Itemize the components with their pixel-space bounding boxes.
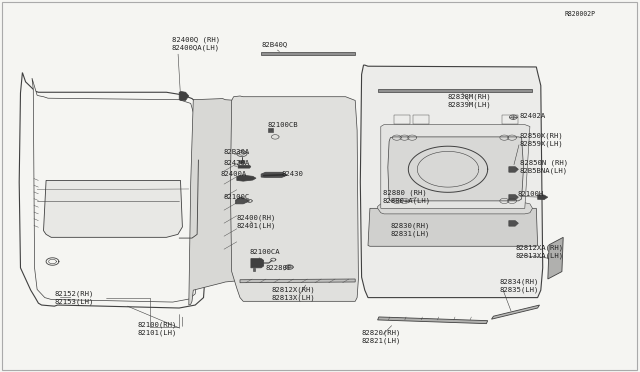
Text: 82100(RH)
82101(LH): 82100(RH) 82101(LH) xyxy=(137,322,177,336)
Text: R820002P: R820002P xyxy=(564,11,595,17)
Polygon shape xyxy=(268,128,273,132)
Polygon shape xyxy=(538,195,548,200)
Polygon shape xyxy=(32,78,196,302)
Polygon shape xyxy=(378,203,532,214)
Polygon shape xyxy=(378,317,488,324)
Text: 82420A: 82420A xyxy=(224,160,250,166)
Polygon shape xyxy=(509,195,518,200)
Text: 82B30A: 82B30A xyxy=(224,149,250,155)
Text: 82880 (RH)
82880+A(LH): 82880 (RH) 82880+A(LH) xyxy=(383,189,431,203)
Polygon shape xyxy=(179,92,189,100)
Polygon shape xyxy=(253,268,255,271)
Text: 82820(RH)
82821(LH): 82820(RH) 82821(LH) xyxy=(361,330,401,344)
Polygon shape xyxy=(237,175,256,181)
Polygon shape xyxy=(492,305,540,319)
Polygon shape xyxy=(44,180,182,237)
Text: 82430: 82430 xyxy=(282,171,303,177)
Text: 82100H: 82100H xyxy=(517,191,543,197)
Text: 82100CB: 82100CB xyxy=(268,122,298,128)
Text: 82834(RH)
82835(LH): 82834(RH) 82835(LH) xyxy=(499,279,539,293)
Text: 82400A: 82400A xyxy=(221,171,247,177)
Text: 82830(RH)
82831(LH): 82830(RH) 82831(LH) xyxy=(390,223,430,237)
Polygon shape xyxy=(378,89,532,92)
Text: 82812X(RH)
82813X(LH): 82812X(RH) 82813X(LH) xyxy=(272,287,316,301)
Text: 82850X(RH)
82859X(LH): 82850X(RH) 82859X(LH) xyxy=(520,132,563,147)
Text: 82850N (RH)
82B5BNA(LH): 82850N (RH) 82B5BNA(LH) xyxy=(520,160,568,174)
Polygon shape xyxy=(230,96,358,301)
Polygon shape xyxy=(236,197,250,204)
Polygon shape xyxy=(238,165,251,168)
Polygon shape xyxy=(381,125,530,208)
Text: 82400(RH)
82401(LH): 82400(RH) 82401(LH) xyxy=(237,214,276,228)
Polygon shape xyxy=(509,167,518,172)
Polygon shape xyxy=(239,161,245,164)
Polygon shape xyxy=(509,221,518,226)
Text: 82280F: 82280F xyxy=(266,265,292,271)
Polygon shape xyxy=(261,52,355,55)
Text: 82812XA(RH)
82813XA(LH): 82812XA(RH) 82813XA(LH) xyxy=(515,245,563,259)
Text: 82100CA: 82100CA xyxy=(250,249,280,255)
Polygon shape xyxy=(388,137,524,201)
Polygon shape xyxy=(240,279,355,283)
Polygon shape xyxy=(548,237,563,279)
Polygon shape xyxy=(360,65,543,298)
Text: 82400Q (RH)
82400QA(LH): 82400Q (RH) 82400QA(LH) xyxy=(172,37,220,51)
Text: 82152(RH)
82153(LH): 82152(RH) 82153(LH) xyxy=(54,291,94,305)
Polygon shape xyxy=(189,99,238,305)
Text: 82100C: 82100C xyxy=(224,194,250,200)
Polygon shape xyxy=(251,259,264,268)
Polygon shape xyxy=(261,172,287,177)
Text: 82B40Q: 82B40Q xyxy=(261,41,287,47)
Text: 82402A: 82402A xyxy=(520,113,546,119)
Polygon shape xyxy=(368,208,538,246)
Text: 82838M(RH)
82839M(LH): 82838M(RH) 82839M(LH) xyxy=(448,93,492,108)
